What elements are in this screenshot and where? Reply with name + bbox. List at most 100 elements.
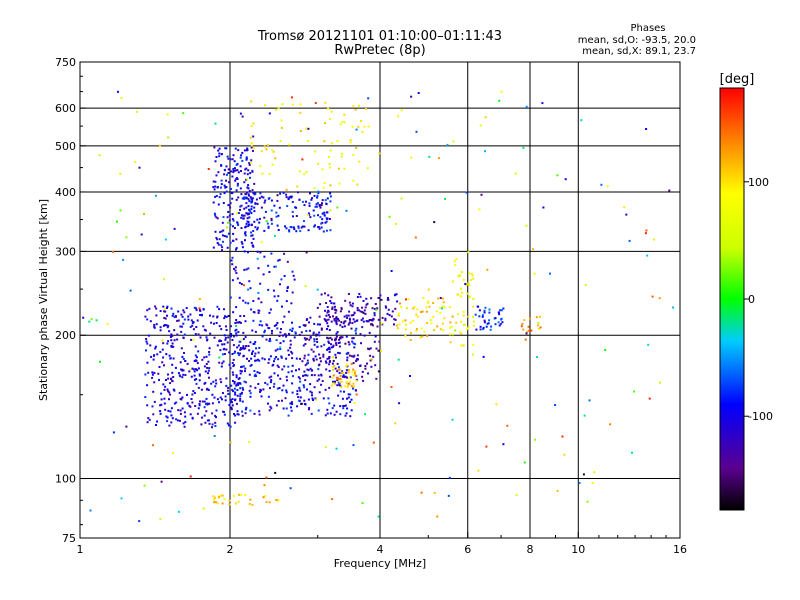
data-point	[326, 336, 329, 339]
data-point	[213, 396, 216, 399]
data-point	[225, 377, 228, 380]
data-point	[225, 147, 228, 150]
data-point	[205, 397, 208, 400]
data-point	[247, 288, 250, 291]
data-point	[262, 273, 265, 276]
data-point	[443, 306, 446, 309]
data-point	[307, 369, 310, 372]
data-point	[271, 149, 274, 152]
data-point	[207, 372, 209, 375]
data-point	[218, 401, 220, 404]
data-point	[243, 149, 246, 152]
data-point	[360, 319, 363, 322]
data-point	[499, 309, 502, 312]
data-point	[439, 297, 442, 299]
data-point	[224, 336, 227, 339]
data-point	[348, 301, 351, 304]
data-point	[321, 221, 324, 224]
data-point	[444, 198, 447, 200]
data-point	[356, 354, 359, 357]
data-point	[232, 171, 235, 174]
data-point	[151, 376, 154, 379]
data-point	[352, 104, 355, 107]
data-point	[299, 170, 301, 173]
data-point	[374, 335, 377, 338]
data-point	[285, 391, 288, 394]
data-point	[277, 259, 280, 262]
data-point	[307, 212, 310, 215]
data-point	[277, 358, 280, 361]
data-point	[235, 189, 238, 192]
data-point	[156, 420, 159, 423]
data-point	[466, 327, 469, 330]
data-point	[506, 424, 509, 427]
data-point	[317, 374, 320, 377]
data-point	[182, 369, 185, 372]
data-point	[239, 165, 242, 168]
data-point	[278, 258, 281, 261]
data-point	[326, 217, 328, 220]
data-point	[267, 288, 270, 291]
data-point	[231, 339, 234, 341]
data-point	[289, 339, 292, 342]
data-point	[156, 353, 159, 356]
data-point	[150, 355, 153, 358]
data-point	[285, 375, 288, 378]
data-point	[221, 392, 224, 394]
data-point	[293, 228, 296, 231]
data-point	[243, 196, 246, 199]
data-point	[343, 390, 345, 393]
data-point	[169, 357, 172, 360]
data-point	[304, 338, 307, 341]
data-point	[416, 308, 419, 311]
data-point	[472, 297, 475, 300]
data-point	[298, 198, 301, 201]
data-point	[556, 489, 559, 492]
data-point	[304, 285, 307, 288]
data-point	[248, 223, 250, 226]
data-point	[436, 325, 439, 328]
data-point	[462, 310, 465, 313]
data-point	[441, 305, 444, 308]
data-point	[561, 435, 564, 438]
data-point	[328, 348, 331, 351]
data-point	[159, 310, 162, 312]
data-point	[339, 381, 342, 384]
data-point	[152, 358, 155, 361]
data-point	[321, 199, 324, 202]
stats-line-o: mean, sd,O: -93.5, 20.0	[578, 35, 696, 46]
data-point	[339, 324, 342, 327]
data-point	[319, 216, 322, 219]
data-point	[264, 210, 267, 213]
data-point	[305, 200, 307, 203]
data-point	[318, 353, 321, 356]
data-point	[259, 282, 262, 285]
data-point	[244, 412, 247, 415]
data-point	[481, 314, 484, 317]
data-point	[264, 199, 267, 202]
data-point	[373, 307, 376, 310]
data-point	[230, 406, 233, 409]
data-point	[343, 315, 346, 318]
data-point	[235, 248, 237, 251]
data-point	[246, 186, 249, 189]
data-point	[273, 324, 276, 327]
data-point	[499, 323, 502, 325]
data-point	[252, 245, 255, 248]
data-point	[218, 340, 221, 343]
data-point	[335, 410, 338, 413]
data-point	[338, 383, 341, 386]
data-point	[232, 373, 235, 376]
data-point	[321, 218, 324, 221]
data-point	[298, 399, 301, 402]
data-point	[337, 368, 340, 371]
data-point	[310, 198, 313, 201]
data-point	[451, 280, 454, 283]
data-point	[342, 371, 345, 374]
data-point	[319, 357, 322, 360]
data-point	[288, 333, 291, 336]
data-point	[244, 231, 247, 234]
data-point	[235, 332, 238, 335]
data-point	[255, 359, 258, 362]
data-point	[455, 321, 458, 324]
